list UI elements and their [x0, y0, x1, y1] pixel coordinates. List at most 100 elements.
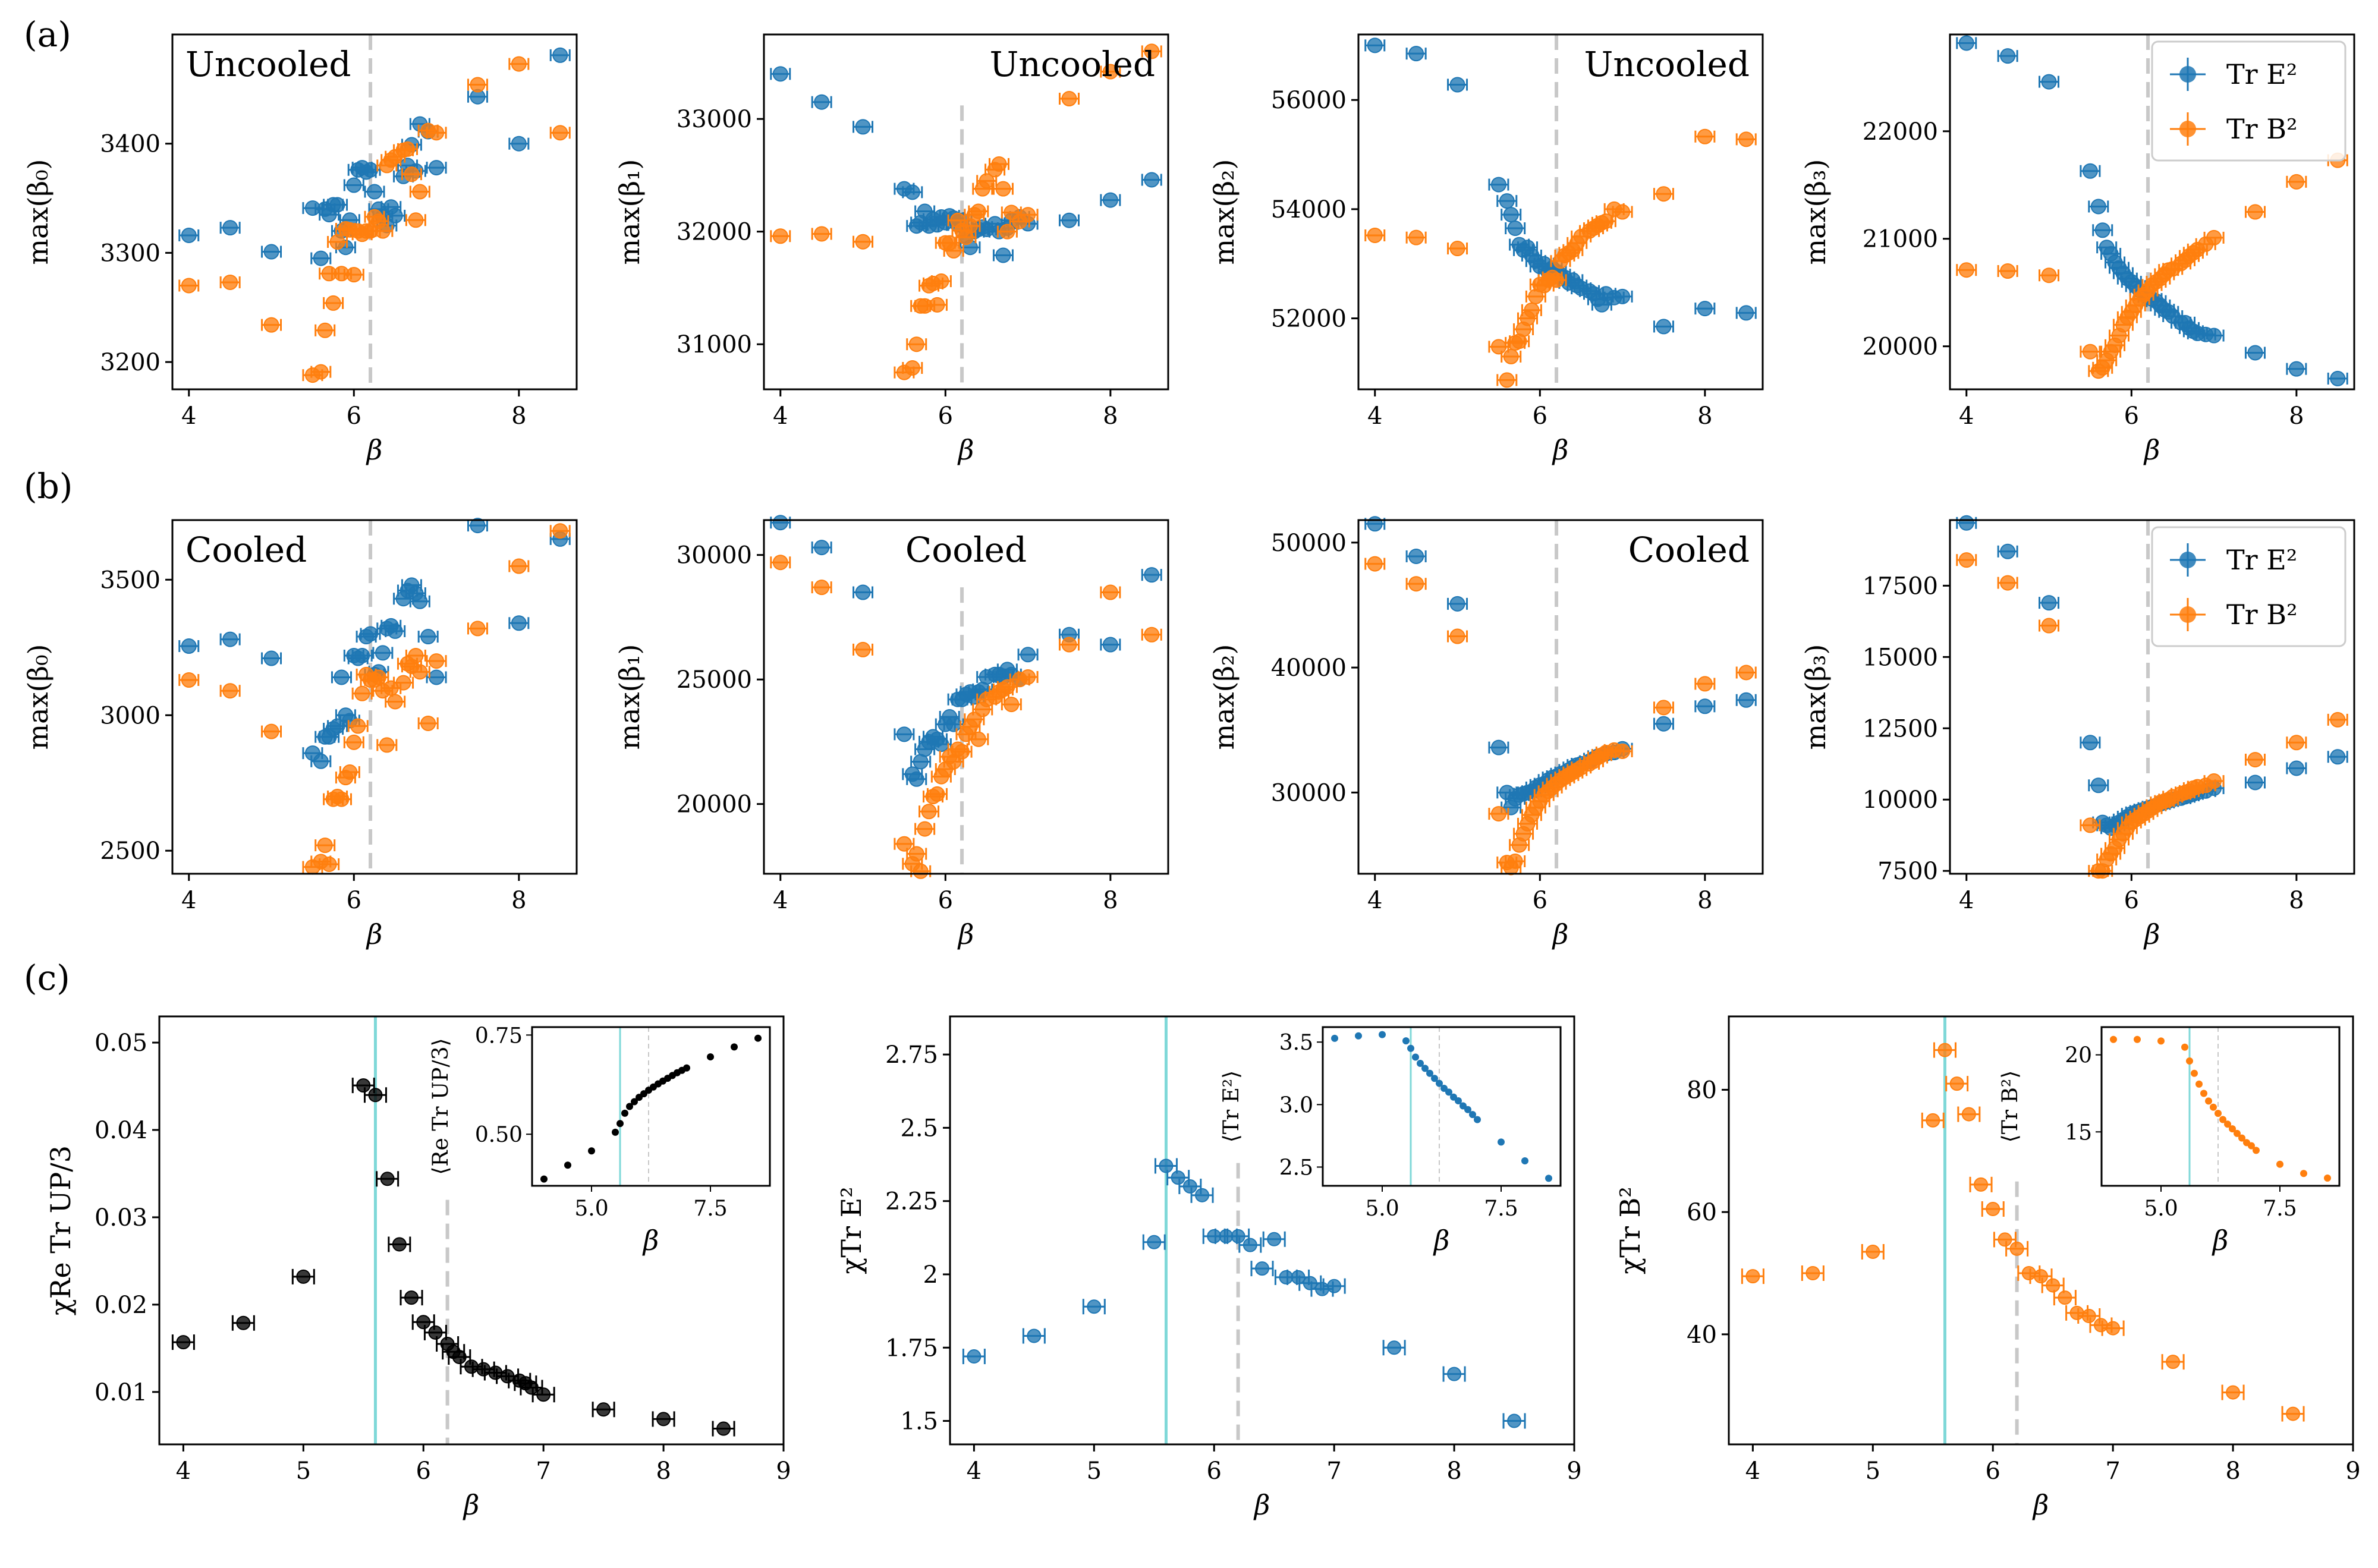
y-tick-label: 3400 [100, 131, 161, 158]
inset-data-point [2200, 1090, 2207, 1097]
inset-y-tick-label: 0.75 [475, 1024, 523, 1048]
data-point [181, 278, 197, 294]
x-tick-label: 5 [1866, 1457, 1880, 1485]
legend-entry: Tr E² [2226, 544, 2297, 576]
x-axis-label: β [2143, 434, 2160, 466]
data-point [313, 364, 329, 380]
series-trb [178, 56, 571, 383]
panel-title: Cooled [185, 530, 307, 570]
x-tick-label: 4 [1745, 1457, 1760, 1485]
data-point [511, 615, 527, 631]
data-point [346, 267, 362, 283]
inset-data-point [540, 1175, 548, 1183]
data-point [1490, 739, 1506, 755]
inset-y-axis-label: ⟨Re Tr UP/3⟩ [429, 1038, 453, 1175]
inset-background [532, 1027, 770, 1186]
legend-marker [2179, 606, 2196, 623]
data-point [1061, 91, 1077, 107]
data-point [814, 540, 830, 556]
y-axis-label: χRe Tr UP/3 [45, 1145, 77, 1315]
inset-data-point [2186, 1057, 2193, 1065]
data-point [991, 156, 1007, 172]
series-trb [1956, 552, 2348, 879]
legend-entry: Tr E² [2226, 58, 2297, 90]
y-tick-label: 2 [923, 1261, 938, 1289]
data-point [1144, 626, 1160, 643]
row-label-c: (c) [24, 958, 70, 998]
data-point [814, 580, 830, 596]
data-point [967, 1349, 982, 1364]
data-point [1144, 172, 1160, 188]
inset-x-axis-label: β [642, 1224, 659, 1257]
data-point [1656, 319, 1672, 335]
x-tick-label: 8 [1697, 402, 1712, 430]
data-point [511, 136, 527, 152]
series-trb [770, 555, 1162, 879]
x-tick-label: 8 [1103, 887, 1118, 914]
y-tick-label: 10000 [1863, 786, 1938, 814]
data-point [329, 234, 345, 250]
x-tick-label: 7 [2105, 1457, 2120, 1485]
inset-x-tick-label: 7.5 [2263, 1197, 2297, 1221]
legend-marker [2179, 66, 2196, 83]
inset-x-tick-label: 5.0 [2144, 1197, 2178, 1221]
inset-y-tick-label: 3.5 [1279, 1031, 1313, 1055]
inset-data-point [2210, 1103, 2217, 1111]
data-point [1697, 676, 1713, 692]
data-point [346, 177, 362, 193]
x-tick-label: 4 [1959, 402, 1974, 430]
series-trb [1741, 1042, 2305, 1422]
y-tick-label: 50000 [1271, 530, 1347, 557]
data-point [1499, 193, 1515, 209]
data-point [855, 584, 871, 600]
data-point [2009, 1241, 2024, 1256]
data-point [2330, 749, 2346, 765]
data-point [2206, 229, 2222, 245]
data-point [908, 336, 924, 352]
data-point [1408, 576, 1424, 592]
y-tick-label: 30000 [677, 542, 752, 569]
data-point [970, 203, 986, 219]
data-point [379, 737, 395, 753]
series-tre [962, 1158, 1526, 1429]
y-axis-label: max(β₃) [1800, 159, 1832, 265]
data-point [2090, 199, 2106, 215]
data-point [317, 322, 333, 338]
data-point [772, 555, 788, 571]
x-tick-label: 6 [1207, 1457, 1222, 1485]
y-tick-label: 0.02 [95, 1292, 147, 1319]
y-tick-label: 80 [1687, 1076, 1717, 1104]
y-axis-label: max(β₂) [1208, 644, 1240, 750]
inset-data-point [2181, 1043, 2188, 1051]
data-point [387, 207, 403, 223]
inset-c2: 5.0 7.5 15 20 β ⟨Tr B²⟩ [1998, 1026, 2341, 1257]
inset-data-point [2191, 1069, 2198, 1077]
data-point [908, 771, 924, 787]
data-point [1507, 1413, 1522, 1428]
data-point [979, 173, 995, 189]
data-point [933, 736, 949, 752]
y-tick-label: 20000 [677, 791, 752, 818]
data-point [855, 641, 871, 657]
data-point [1937, 1043, 1952, 1057]
inset-data-point [1545, 1175, 1552, 1182]
data-point [1986, 1202, 2000, 1216]
panels: 4 6 8 3200 3300 3400 β max(β₀) Uncooled 4 6 8 31000 3… [22, 33, 2361, 1521]
data-point [1598, 213, 1614, 229]
data-point [1615, 288, 1631, 304]
data-point [222, 683, 238, 699]
panel-c2: 4 5 6 7 8 9 40 60 80 β χTr B² 5.0 7.5 15 20 β ⟨Tr B²⟩ [1614, 1015, 2361, 1521]
data-point [1231, 1229, 1245, 1243]
data-point [2082, 817, 2098, 833]
data-point [1182, 1179, 1197, 1194]
data-point [1102, 637, 1118, 653]
inset-data-point [1379, 1031, 1386, 1038]
data-point [464, 1359, 479, 1374]
data-point [1387, 1340, 1402, 1355]
data-point [855, 234, 871, 250]
axes-frame [1949, 519, 2355, 875]
inset-data-point [1417, 1059, 1424, 1067]
data-point [329, 197, 345, 213]
data-point [2288, 735, 2304, 751]
x-tick-label: 8 [656, 1457, 671, 1485]
